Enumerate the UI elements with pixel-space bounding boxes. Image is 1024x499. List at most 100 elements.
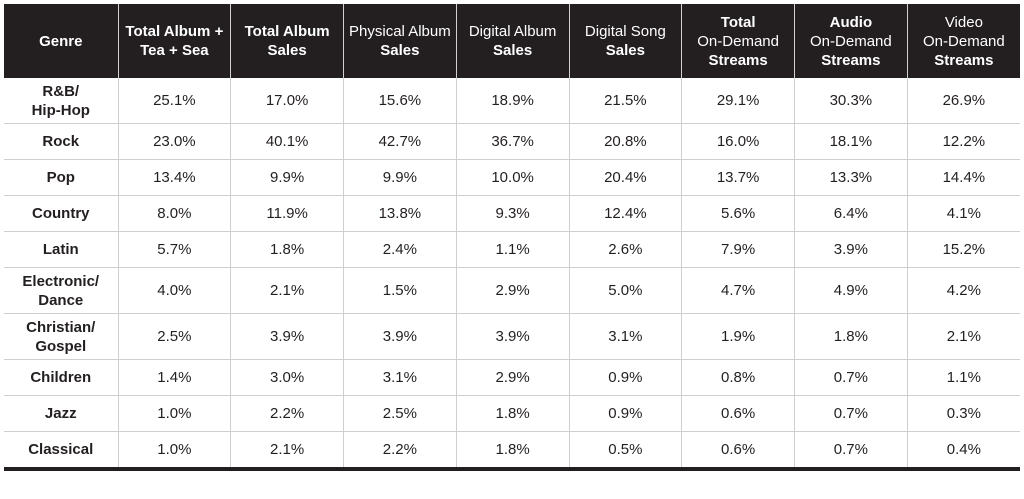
column-header-line: Total Album +: [125, 23, 224, 40]
value-cell: 1.1%: [456, 231, 570, 268]
genre-label: Gospel: [35, 337, 87, 355]
genre-cell: Pop: [4, 159, 119, 196]
value-cell: 5.0%: [569, 267, 683, 314]
value-cell: 3.1%: [569, 313, 683, 360]
value-cell: 29.1%: [681, 78, 795, 124]
genre-label: Classical: [28, 441, 94, 458]
column-header-line: On-Demand: [923, 32, 1005, 50]
value-cell: 42.7%: [343, 123, 457, 160]
genre-cell: Country: [4, 195, 119, 232]
value-cell: 30.3%: [794, 78, 908, 124]
table-row: Latin 5.7% 1.8% 2.4% 1.1% 2.6% 7.9% 3.9% 15.2%: [4, 231, 1020, 268]
genre-label: Hip-Hop: [31, 101, 90, 119]
value-cell: 0.5%: [569, 431, 683, 471]
value-cell: 4.0%: [118, 267, 232, 314]
genre-label: Latin: [42, 241, 79, 258]
value-cell: 18.1%: [794, 123, 908, 160]
column-header-6: Total On-Demand Streams: [681, 4, 795, 78]
column-header-line: Streams: [934, 51, 994, 69]
value-cell: 40.1%: [230, 123, 344, 160]
column-header-line: Genre: [39, 32, 83, 50]
value-cell: 2.9%: [456, 267, 570, 314]
value-cell: 7.9%: [681, 231, 795, 268]
header-row: Genre Total Album + Tea + Sea Total Album Sa…: [4, 4, 1020, 78]
column-header-line: Physical Album: [349, 23, 451, 40]
column-header-line: Sales: [493, 42, 533, 59]
table-row: Children 1.4% 3.0% 3.1% 2.9% 0.9% 0.8% 0.7% 1.1%: [4, 359, 1020, 396]
value-cell: 2.1%: [230, 267, 344, 314]
value-cell: 1.8%: [456, 431, 570, 471]
table-row: Jazz 1.0% 2.2% 2.5% 1.8% 0.9% 0.6% 0.7% 0.3%: [4, 395, 1020, 432]
value-cell: 4.1%: [907, 195, 1020, 232]
table-row: Classical 1.0% 2.1% 2.2% 1.8% 0.5% 0.6% 0.7% 0.4…: [4, 431, 1020, 471]
value-cell: 3.9%: [794, 231, 908, 268]
genre-cell: R&B/Hip-Hop: [4, 78, 119, 124]
table-row: Pop 13.4% 9.9% 9.9% 10.0% 20.4% 13.7% 13.3% 14.4…: [4, 159, 1020, 196]
value-cell: 2.1%: [230, 431, 344, 471]
table-row: Rock 23.0% 40.1% 42.7% 36.7% 20.8% 16.0% 18.1% 1…: [4, 123, 1020, 160]
value-cell: 3.9%: [343, 313, 457, 360]
value-cell: 1.8%: [456, 395, 570, 432]
value-cell: 8.0%: [118, 195, 232, 232]
column-header-2: Total Album Sales: [230, 4, 344, 78]
value-cell: 0.4%: [907, 431, 1020, 471]
value-cell: 2.5%: [118, 313, 232, 360]
genre-label: Dance: [38, 291, 84, 309]
value-cell: 6.4%: [794, 195, 908, 232]
value-cell: 1.0%: [118, 395, 232, 432]
value-cell: 0.9%: [569, 395, 683, 432]
column-header-0: Genre: [4, 4, 119, 78]
value-cell: 2.1%: [907, 313, 1020, 360]
value-cell: 2.9%: [456, 359, 570, 396]
value-cell: 5.7%: [118, 231, 232, 268]
value-cell: 1.8%: [230, 231, 344, 268]
column-header-line: Total Album: [244, 23, 330, 40]
value-cell: 0.3%: [907, 395, 1020, 432]
value-cell: 15.2%: [907, 231, 1020, 268]
genre-share-table-container: Genre Total Album + Tea + Sea Total Album Sa…: [4, 4, 1020, 494]
value-cell: 15.6%: [343, 78, 457, 124]
genre-cell: Jazz: [4, 395, 119, 432]
value-cell: 1.5%: [343, 267, 457, 314]
value-cell: 4.9%: [794, 267, 908, 314]
value-cell: 10.0%: [456, 159, 570, 196]
genre-label: Children: [30, 369, 92, 386]
column-header-3: Physical Album Sales: [343, 4, 457, 78]
value-cell: 25.1%: [118, 78, 232, 124]
value-cell: 18.9%: [456, 78, 570, 124]
genre-label: Jazz: [44, 405, 77, 422]
table-row: Electronic/Dance 4.0% 2.1% 1.5% 2.9% 5.0% 4.7%…: [4, 267, 1020, 314]
table-row: Country 8.0% 11.9% 13.8% 9.3% 12.4% 5.6% 6.4% 4.…: [4, 195, 1020, 232]
value-cell: 11.9%: [230, 195, 344, 232]
value-cell: 14.4%: [907, 159, 1020, 196]
value-cell: 13.4%: [118, 159, 232, 196]
column-header-line: Sales: [380, 42, 420, 59]
value-cell: 9.9%: [230, 159, 344, 196]
column-header-8: Video On-Demand Streams: [907, 4, 1020, 78]
column-header-line: Sales: [267, 42, 307, 59]
value-cell: 2.4%: [343, 231, 457, 268]
value-cell: 20.4%: [569, 159, 683, 196]
column-header-line: Audio: [829, 13, 873, 31]
column-header-line: On-Demand: [810, 32, 892, 50]
genre-cell: Rock: [4, 123, 119, 160]
genre-cell: Classical: [4, 431, 119, 471]
column-header-line: On-Demand: [697, 32, 779, 50]
table-header: Genre Total Album + Tea + Sea Total Album Sa…: [4, 4, 1020, 78]
value-cell: 0.7%: [794, 395, 908, 432]
column-header-line: Streams: [821, 51, 881, 69]
value-cell: 0.7%: [794, 431, 908, 471]
genre-label: Christian/: [26, 318, 96, 336]
genre-cell: Electronic/Dance: [4, 267, 119, 314]
value-cell: 2.6%: [569, 231, 683, 268]
genre-label: Rock: [42, 133, 80, 150]
value-cell: 3.0%: [230, 359, 344, 396]
value-cell: 2.2%: [343, 431, 457, 471]
value-cell: 13.8%: [343, 195, 457, 232]
value-cell: 13.7%: [681, 159, 795, 196]
genre-cell: Christian/Gospel: [4, 313, 119, 360]
column-header-1: Total Album + Tea + Sea: [118, 4, 232, 78]
table-row: Christian/Gospel 2.5% 3.9% 3.9% 3.9% 3.1% 1.9%…: [4, 313, 1020, 360]
value-cell: 26.9%: [907, 78, 1020, 124]
column-header-line: Video: [944, 13, 983, 31]
